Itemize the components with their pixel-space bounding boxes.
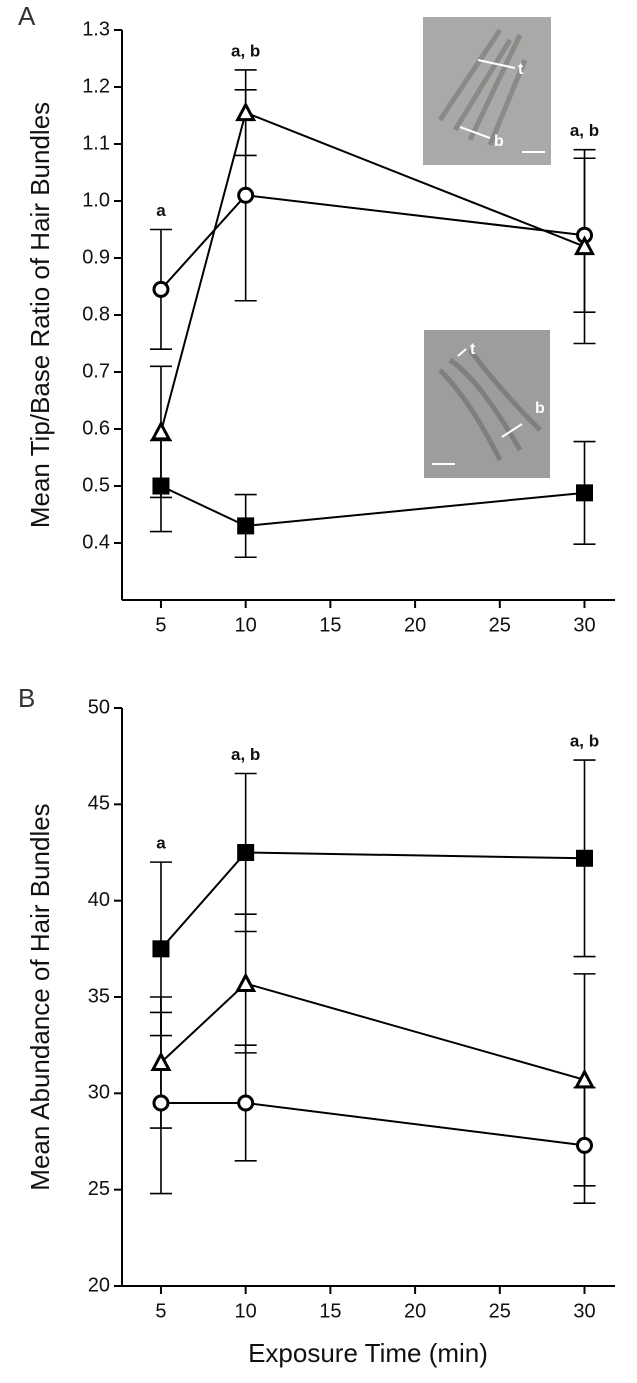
y-tick-label: 0.8 [82, 303, 110, 325]
marker [235, 101, 257, 122]
y-tick-label: 1.0 [82, 189, 110, 211]
x-tick-label: 30 [573, 1300, 595, 1322]
y-tick-label: 50 [88, 696, 110, 718]
series-line [160, 1101, 585, 1147]
x-tick-label: 5 [155, 1300, 166, 1322]
marker [576, 1136, 594, 1154]
inset-image: t b [424, 330, 550, 478]
x-tick-label: 10 [235, 1300, 257, 1322]
pointer [477, 59, 516, 69]
y-tick-label: 40 [88, 889, 110, 911]
inset-label: t [470, 341, 476, 358]
x-axis-label: Exposure Time (min) [248, 1338, 488, 1368]
marker [152, 280, 170, 298]
series-line [160, 982, 585, 1081]
y-tick-label: 0.4 [82, 531, 110, 553]
marker [152, 940, 170, 958]
y-tick-label: 35 [88, 985, 110, 1007]
x-tick-label: 30 [573, 614, 595, 636]
y-tick-label: 45 [88, 793, 110, 815]
marker [576, 484, 594, 502]
y-tick-label: 30 [88, 1082, 110, 1104]
inset-label: b [535, 400, 545, 417]
marker [237, 844, 255, 861]
y-axis-label: Mean Abundance of Hair Bundles [25, 803, 55, 1190]
annotation: a, b [231, 745, 260, 764]
panel-label: A [18, 1, 36, 31]
x-tick-label: 20 [404, 614, 426, 636]
marker [152, 1094, 170, 1112]
panel-label: B [18, 683, 35, 713]
marker [574, 1068, 596, 1089]
y-tick-label: 0.9 [82, 246, 110, 268]
marker [150, 420, 172, 441]
y-tick-label: 25 [88, 1178, 110, 1200]
inset-label: b [494, 133, 504, 150]
y-tick-label: 1.2 [82, 75, 110, 97]
annotation: a [156, 201, 166, 220]
marker [237, 1094, 255, 1112]
x-tick-label: 15 [319, 614, 341, 636]
annotation: a, b [231, 41, 260, 60]
y-tick-label: 0.7 [82, 360, 110, 382]
marker [237, 517, 255, 535]
marker [237, 186, 255, 204]
x-tick-label: 25 [489, 1300, 511, 1322]
y-axis-label: Mean Tip/Base Ratio of Hair Bundles [25, 102, 55, 528]
pointer [501, 423, 523, 438]
y-tick-label: 1.3 [82, 18, 110, 40]
pointer [459, 126, 491, 139]
series-line [160, 851, 585, 950]
x-tick-label: 10 [235, 614, 257, 636]
inset-image: t b [423, 17, 551, 165]
marker [574, 235, 596, 256]
marker [150, 1051, 172, 1072]
x-tick-label: 15 [319, 1300, 341, 1322]
marker [576, 849, 594, 867]
y-tick-label: 1.1 [82, 132, 110, 154]
marker [152, 477, 170, 495]
y-tick-label: 0.5 [82, 474, 110, 496]
inset-label: t [518, 61, 524, 78]
pointer [457, 348, 467, 357]
y-tick-label: 20 [88, 1274, 110, 1296]
annotation: a [156, 834, 166, 853]
inset-texture [437, 28, 528, 146]
marker [235, 972, 257, 993]
series-line [160, 485, 585, 527]
inset-photo [423, 17, 551, 165]
inset-photo [424, 330, 550, 478]
inset-texture [438, 348, 542, 462]
x-tick-label: 25 [489, 614, 511, 636]
annotation: a, b [570, 121, 599, 140]
x-tick-label: 20 [404, 1300, 426, 1322]
x-tick-label: 5 [155, 614, 166, 636]
series-line [160, 194, 585, 291]
y-tick-label: 0.6 [82, 417, 110, 439]
annotation: a, b [570, 732, 599, 751]
